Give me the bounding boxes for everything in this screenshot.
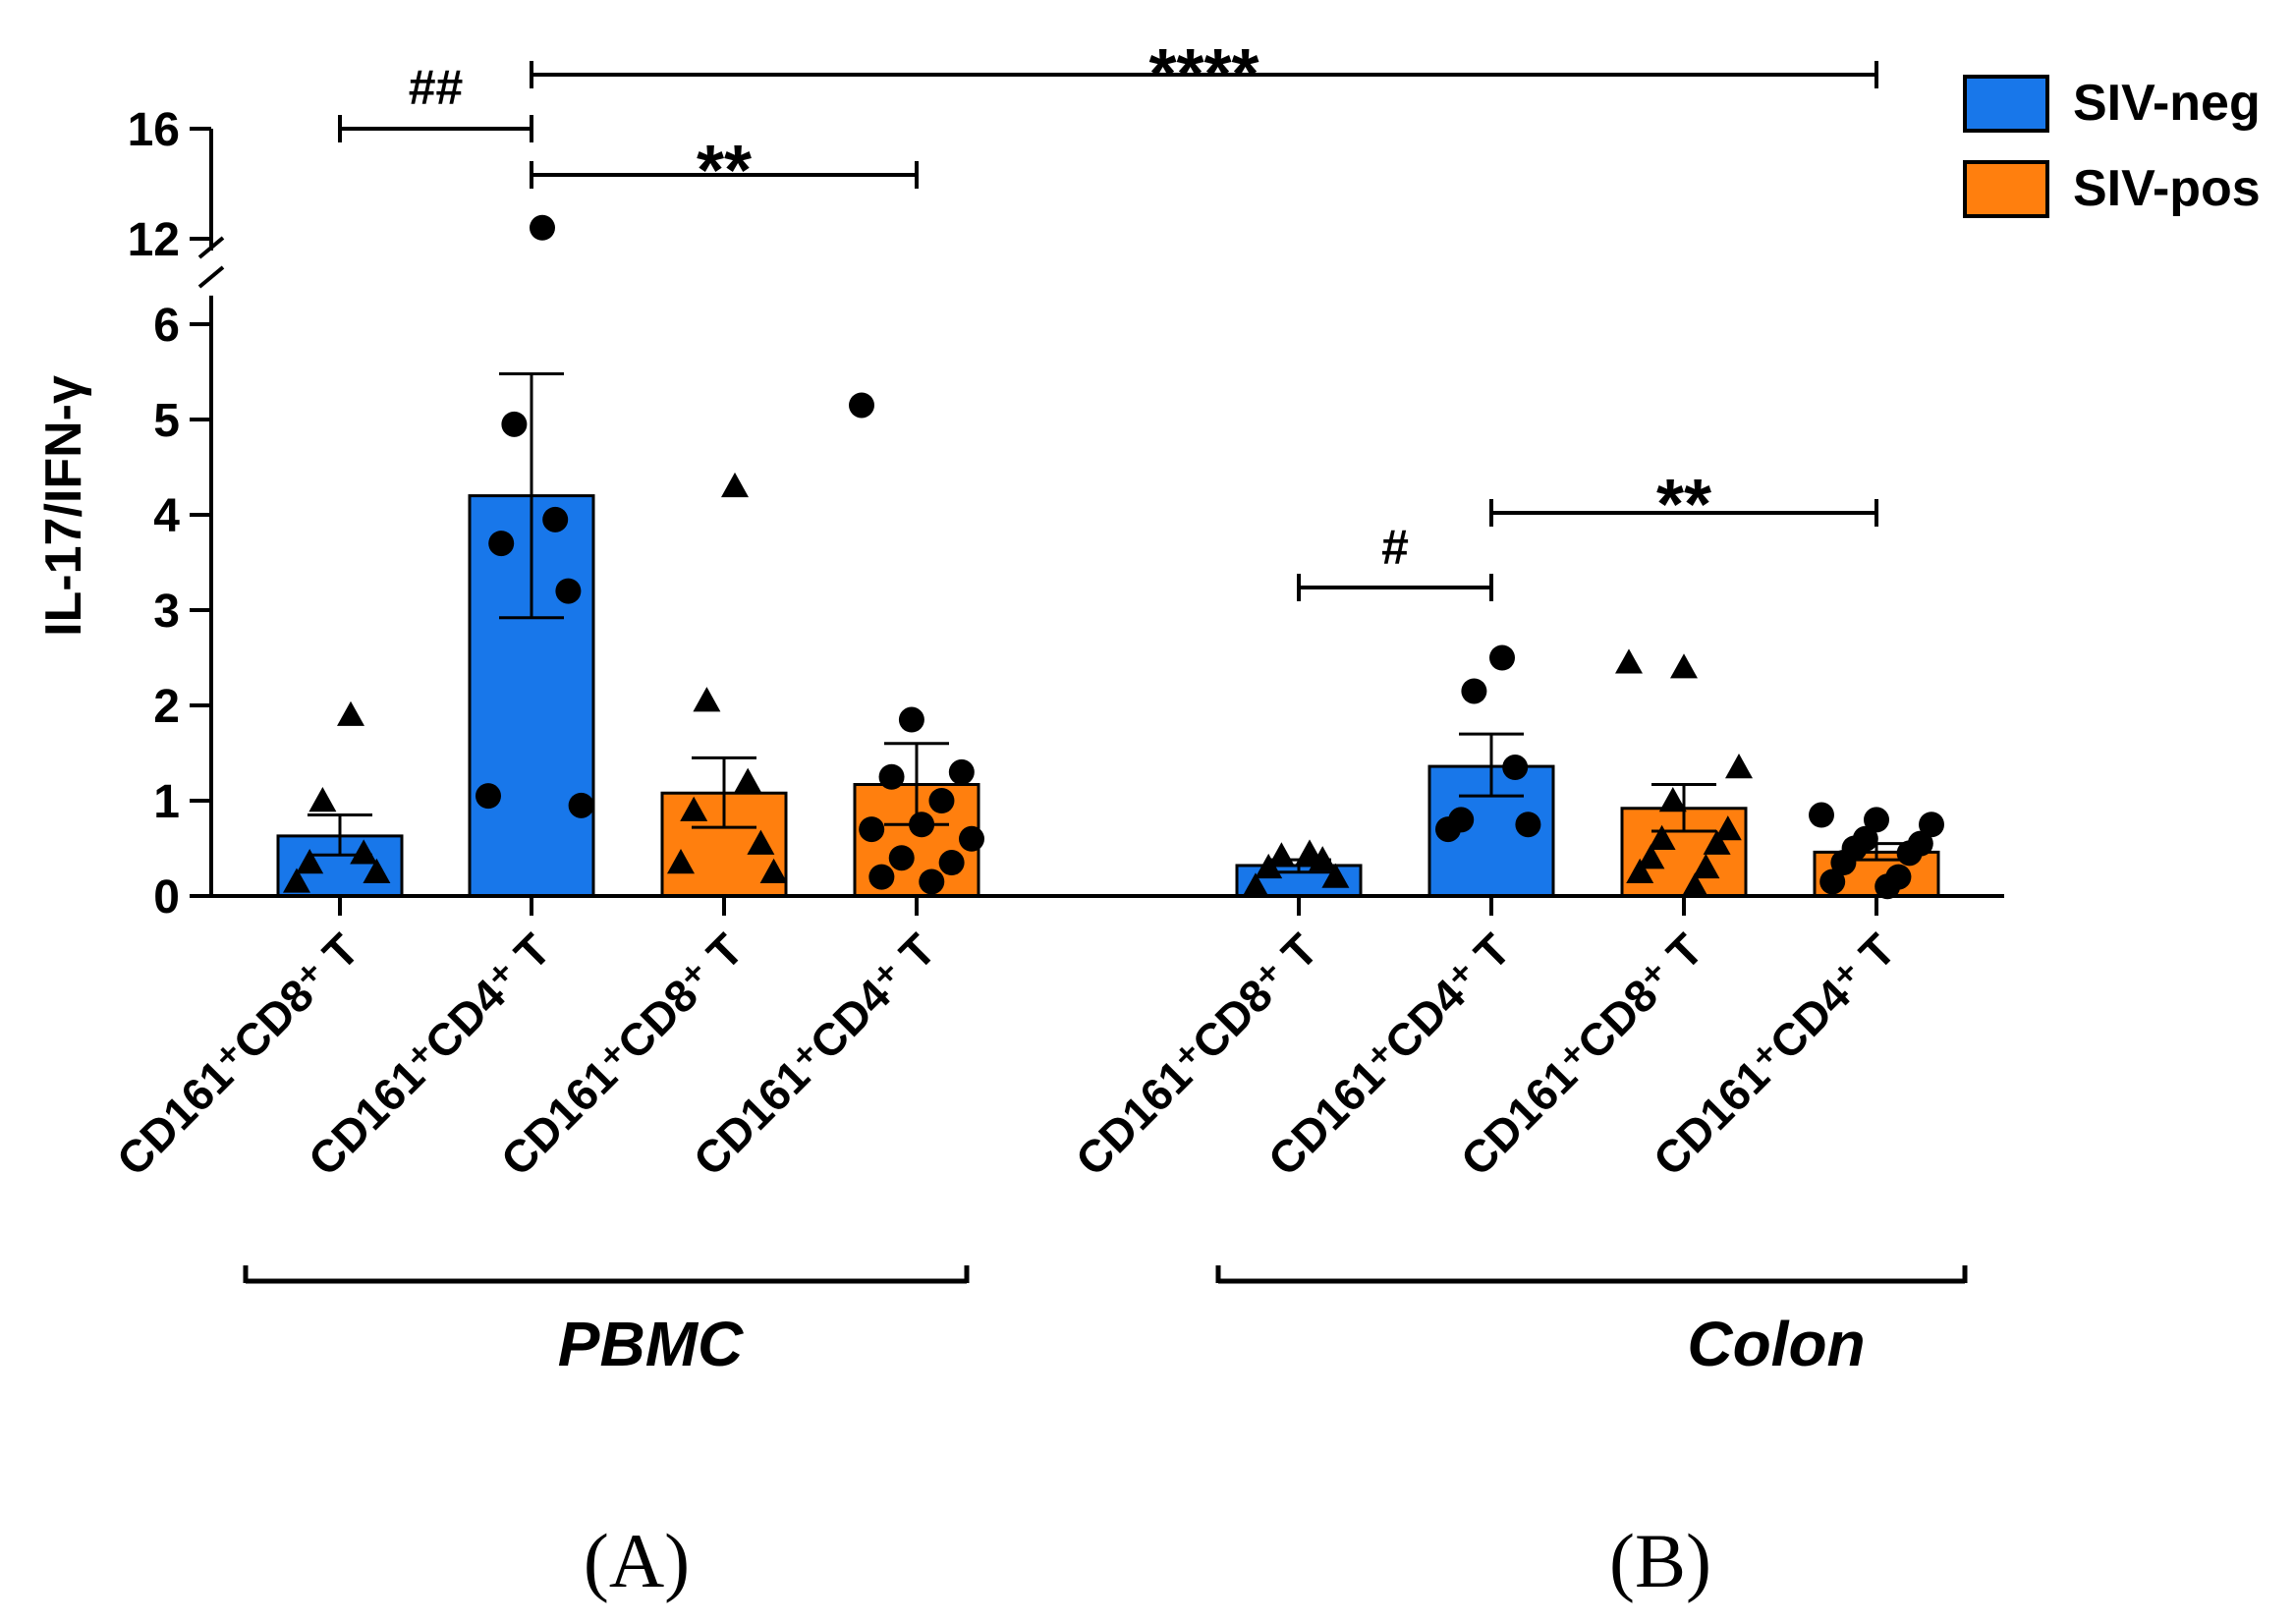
data-point: [1919, 812, 1944, 838]
axis-break-mark: [197, 265, 225, 289]
data-point: [1502, 755, 1529, 781]
y-tick-label: 4: [153, 490, 180, 542]
data-point: [1681, 872, 1709, 898]
data-point: [1874, 873, 1901, 900]
data-point: [296, 849, 324, 874]
data-point: [363, 858, 391, 883]
significance-label: #: [1381, 520, 1409, 575]
y-tick-label: 2: [153, 681, 180, 733]
data-point: [1658, 787, 1687, 812]
data-point: [1615, 648, 1643, 674]
data-point: [667, 849, 695, 874]
data-point: [1692, 853, 1720, 879]
axis-break-mark: [197, 236, 225, 259]
data-point: [542, 506, 569, 532]
y-tick-label: 6: [153, 300, 180, 352]
data-point: [734, 767, 762, 793]
data-point: [1725, 754, 1753, 779]
y-tick-label: 0: [153, 871, 180, 924]
data-point: [1637, 844, 1665, 869]
data-point: [693, 687, 721, 712]
data-point: [878, 763, 905, 790]
data-point: [959, 825, 984, 852]
legend-swatch: [1963, 160, 2049, 218]
data-point: [1864, 807, 1889, 833]
data-point: [1255, 853, 1283, 879]
data-point: [1819, 868, 1846, 895]
data-point: [283, 868, 310, 893]
data-point: [1703, 829, 1731, 855]
data-point: [555, 578, 582, 604]
data-point: [759, 858, 788, 883]
data-point: [909, 812, 935, 838]
data-point: [747, 829, 775, 855]
data-point: [1435, 816, 1461, 843]
data-point: [1830, 850, 1857, 876]
data-point: [350, 839, 378, 865]
data-point: [488, 531, 515, 557]
group-label: Colon: [1687, 1309, 1865, 1379]
data-point: [337, 700, 364, 726]
data-point: [568, 792, 594, 818]
data-point: [1713, 815, 1742, 841]
data-point: [1321, 863, 1350, 888]
legend: SIV-neg SIV-pos: [1963, 75, 2261, 218]
data-point: [1896, 840, 1923, 867]
data-point: [1515, 812, 1541, 838]
data-point: [308, 787, 337, 812]
data-point: [898, 706, 924, 733]
data-point: [501, 411, 528, 437]
panel-label: (B): [1609, 1518, 1711, 1603]
data-point: [680, 796, 708, 821]
data-point: [948, 758, 975, 785]
data-point: [1489, 644, 1515, 671]
data-point: [859, 816, 885, 843]
y-tick-label: 12: [128, 214, 180, 266]
data-point: [1648, 824, 1676, 850]
data-point: [1267, 842, 1296, 868]
y-tick-label: 1: [153, 776, 180, 828]
data-point: [868, 864, 895, 890]
data-point: [1670, 653, 1698, 679]
y-tick-label: 3: [153, 586, 180, 638]
data-point: [1242, 872, 1269, 898]
data-point: [530, 214, 555, 241]
panel-label: (A): [584, 1518, 690, 1603]
y-tick-label: 16: [128, 104, 180, 156]
data-point: [888, 845, 915, 871]
significance-label: ****: [1148, 35, 1259, 114]
data-point: [928, 788, 955, 813]
group-label: PBMC: [558, 1309, 744, 1379]
legend-swatch: [1963, 75, 2049, 133]
y-tick-label: 5: [153, 395, 180, 447]
bars-layer: [276, 214, 1944, 900]
data-point: [1809, 802, 1834, 828]
y-axis-label: IL-17/IFN-γ: [35, 375, 92, 637]
data-point: [1626, 858, 1654, 883]
significance-label: ##: [409, 60, 464, 115]
data-point: [1461, 678, 1487, 704]
legend-label: SIV-neg: [2073, 75, 2261, 132]
data-point: [476, 783, 501, 810]
data-point: [1309, 846, 1337, 871]
legend-label: SIV-pos: [2073, 160, 2261, 217]
data-point: [721, 472, 749, 498]
data-point: [919, 868, 945, 895]
significance-label: **: [697, 132, 752, 210]
data-point: [938, 850, 965, 876]
significance-annotations: ## ******#**: [338, 35, 1878, 601]
data-point: [849, 392, 874, 419]
significance-label: **: [1656, 466, 1711, 544]
